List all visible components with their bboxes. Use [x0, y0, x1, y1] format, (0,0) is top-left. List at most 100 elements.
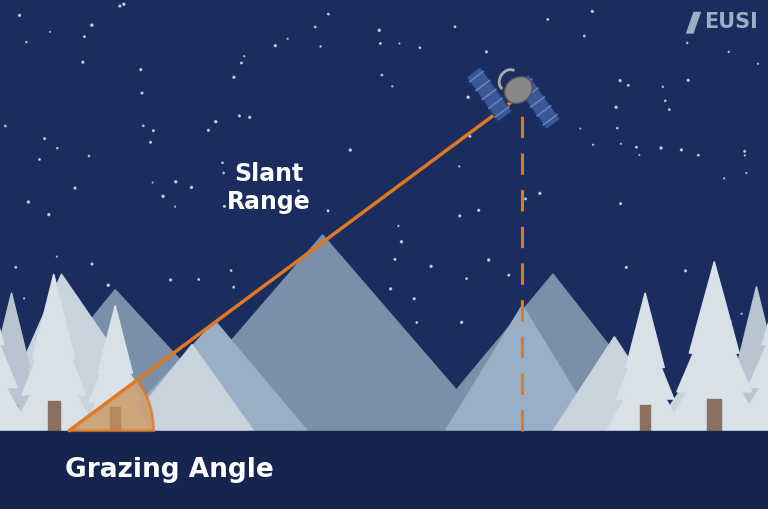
Point	[136, 89, 148, 97]
Point	[374, 39, 386, 47]
Polygon shape	[48, 401, 60, 431]
Polygon shape	[640, 405, 650, 431]
Point	[101, 412, 113, 420]
Point	[213, 365, 225, 373]
Point	[147, 179, 159, 187]
Point	[461, 274, 473, 282]
Point	[134, 66, 147, 74]
Point	[233, 336, 245, 345]
Point	[724, 318, 737, 326]
Point	[453, 162, 465, 171]
Text: Slant
Range: Slant Range	[227, 162, 311, 214]
Point	[631, 143, 643, 151]
Point	[534, 189, 546, 197]
Point	[273, 298, 286, 306]
Polygon shape	[0, 243, 4, 345]
Point	[396, 238, 408, 246]
Point	[484, 409, 496, 417]
Polygon shape	[32, 274, 75, 359]
Point	[718, 174, 730, 182]
Polygon shape	[515, 75, 560, 129]
Point	[0, 122, 12, 130]
Point	[86, 260, 98, 268]
Point	[218, 202, 230, 210]
Point	[282, 35, 294, 43]
Point	[622, 81, 634, 90]
Point	[691, 347, 703, 355]
Point	[202, 126, 214, 134]
Point	[102, 281, 114, 289]
Point	[589, 383, 601, 391]
Point	[425, 262, 437, 270]
Point	[414, 44, 426, 52]
Polygon shape	[0, 431, 768, 509]
Point	[43, 211, 55, 219]
Point	[242, 404, 254, 412]
Point	[147, 127, 160, 135]
Point	[464, 132, 476, 140]
Point	[134, 381, 146, 389]
Point	[736, 309, 748, 318]
Point	[293, 187, 305, 195]
Point	[586, 7, 598, 15]
Polygon shape	[445, 305, 599, 431]
Point	[18, 294, 30, 302]
Polygon shape	[0, 362, 48, 431]
Point	[519, 195, 531, 203]
Point	[408, 295, 420, 303]
Polygon shape	[690, 262, 740, 353]
Point	[708, 359, 720, 367]
Point	[10, 263, 22, 271]
Polygon shape	[718, 359, 768, 431]
Point	[380, 327, 392, 335]
Point	[356, 344, 369, 352]
Polygon shape	[466, 67, 511, 122]
Point	[586, 412, 598, 420]
Polygon shape	[751, 404, 762, 431]
Point	[193, 275, 205, 284]
Polygon shape	[626, 293, 664, 367]
Point	[44, 28, 56, 36]
Point	[210, 118, 222, 126]
Point	[235, 59, 247, 67]
Polygon shape	[737, 287, 768, 364]
Polygon shape	[707, 399, 721, 431]
Polygon shape	[653, 352, 768, 431]
Point	[157, 192, 169, 201]
Point	[51, 252, 63, 261]
Polygon shape	[115, 321, 307, 431]
Point	[472, 206, 485, 214]
Point	[185, 183, 197, 191]
Point	[228, 73, 240, 81]
Point	[217, 159, 229, 167]
Point	[597, 345, 609, 353]
Point	[574, 125, 587, 133]
Point	[28, 417, 41, 425]
Point	[752, 60, 764, 68]
Point	[715, 350, 727, 358]
Point	[187, 403, 200, 411]
Polygon shape	[617, 327, 674, 399]
Point	[248, 175, 260, 183]
Point	[233, 112, 246, 120]
Polygon shape	[686, 12, 701, 34]
Polygon shape	[0, 290, 246, 431]
Point	[503, 271, 515, 279]
Polygon shape	[22, 313, 85, 395]
Polygon shape	[733, 337, 768, 431]
Point	[449, 23, 461, 31]
Polygon shape	[728, 323, 768, 398]
Point	[655, 144, 667, 152]
Polygon shape	[607, 362, 684, 431]
Point	[392, 222, 405, 230]
Point	[411, 319, 423, 327]
Point	[620, 263, 632, 271]
Point	[137, 122, 150, 130]
Point	[739, 151, 751, 159]
Point	[733, 406, 745, 414]
Point	[663, 105, 675, 114]
Point	[326, 402, 338, 410]
Point	[692, 151, 704, 159]
Point	[83, 152, 95, 160]
Point	[170, 178, 182, 186]
